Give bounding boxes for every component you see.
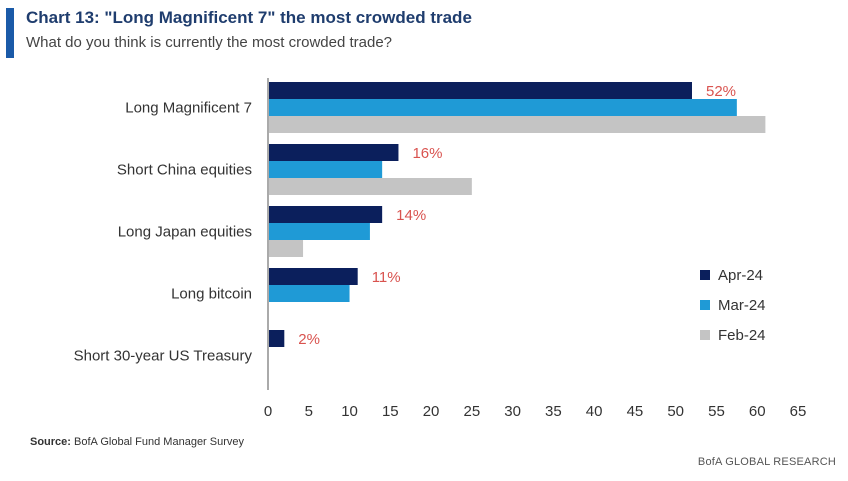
- data-label: 11%: [372, 269, 401, 286]
- x-tick-label: 20: [423, 403, 440, 420]
- x-tick-label: 65: [790, 403, 807, 420]
- bar-apr-24-1: [269, 82, 692, 99]
- bar-apr-24-5: [269, 330, 285, 347]
- bar-feb-24-1: [269, 116, 766, 133]
- source-label: Source:: [30, 436, 71, 448]
- bar-mar-24-2: [269, 161, 383, 178]
- x-tick-label: 25: [464, 403, 481, 420]
- legend-swatch-mar-24: [700, 300, 710, 310]
- data-label: 2%: [298, 331, 320, 348]
- data-label: 52%: [706, 83, 736, 100]
- category-label: Short China equities: [117, 162, 252, 179]
- data-label: 16%: [412, 145, 442, 162]
- legend-label: Apr-24: [718, 267, 763, 284]
- x-tick-label: 60: [749, 403, 766, 420]
- x-tick-label: 5: [305, 403, 313, 420]
- category-label: Long bitcoin: [171, 286, 252, 303]
- category-label: Short 30-year US Treasury: [74, 348, 253, 365]
- x-tick-label: 15: [382, 403, 399, 420]
- bar-mar-24-1: [269, 99, 737, 116]
- bar-apr-24-2: [269, 144, 399, 161]
- bar-feb-24-2: [269, 178, 472, 195]
- bar-mar-24-4: [269, 285, 350, 302]
- bar-apr-24-3: [269, 206, 383, 223]
- x-tick-label: 55: [708, 403, 725, 420]
- x-tick-label: 30: [504, 403, 521, 420]
- x-tick-label: 35: [545, 403, 562, 420]
- legend-swatch-feb-24: [700, 330, 710, 340]
- x-tick-label: 0: [264, 403, 272, 420]
- source-text: BofA Global Fund Manager Survey: [74, 436, 245, 448]
- bar-feb-24-3: [269, 240, 304, 257]
- legend-label: Feb-24: [718, 327, 766, 344]
- category-label: Long Japan equities: [118, 224, 252, 241]
- title-accent-bar: [6, 8, 14, 58]
- bar-apr-24-4: [269, 268, 358, 285]
- bar-mar-24-3: [269, 223, 370, 240]
- brand-label: BofA GLOBAL RESEARCH: [697, 456, 836, 468]
- x-tick-label: 45: [627, 403, 644, 420]
- data-label: 14%: [396, 207, 426, 224]
- x-tick-label: 10: [341, 403, 358, 420]
- legend-swatch-apr-24: [700, 270, 710, 280]
- category-label: Long Magnificent 7: [125, 100, 252, 117]
- legend-label: Mar-24: [718, 297, 766, 314]
- chart-title: Chart 13: "Long Magnificent 7" the most …: [26, 8, 472, 27]
- source-note: Source: BofA Global Fund Manager Survey: [30, 436, 244, 448]
- x-tick-label: 40: [586, 403, 603, 420]
- x-tick-label: 50: [667, 403, 684, 420]
- chart-subtitle: What do you think is currently the most …: [26, 34, 393, 51]
